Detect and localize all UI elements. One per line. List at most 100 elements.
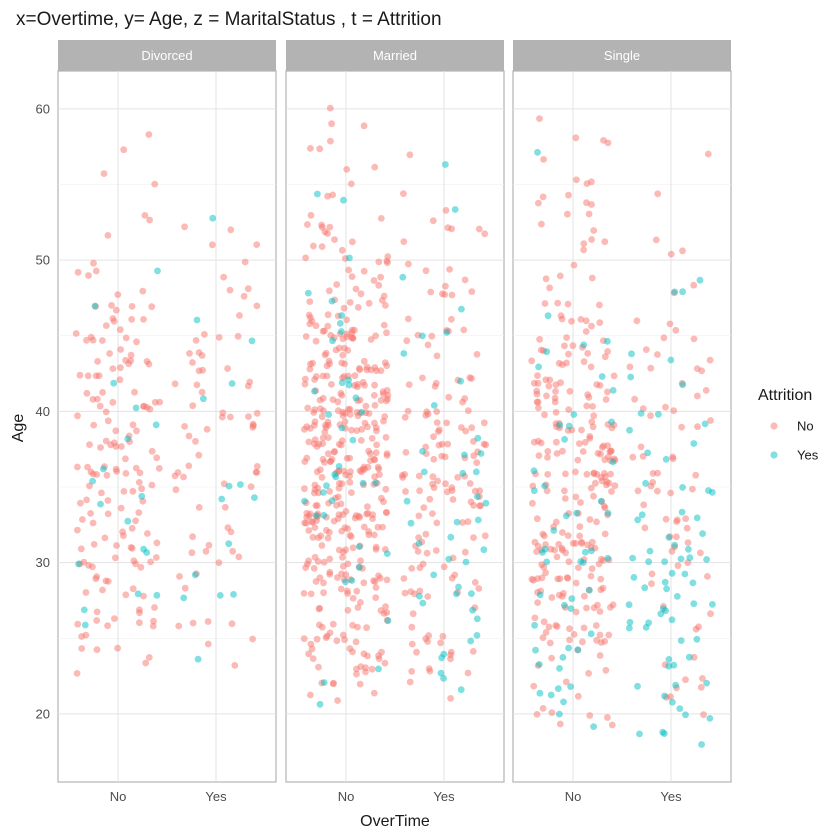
data-point-attrition-no [428,332,436,340]
data-point-attrition-no [572,468,579,476]
data-point-attrition-no [702,387,710,394]
data-point-attrition-no [461,548,469,556]
data-point-attrition-no [380,321,388,329]
data-point-attrition-no [654,487,661,495]
data-point-attrition-no [408,623,416,631]
data-point-attrition-no [85,272,92,279]
data-point-attrition-no [209,241,216,249]
data-point-attrition-no [325,434,332,441]
data-point-attrition-no [192,337,200,344]
data-point-attrition-no [305,650,312,658]
data-point-attrition-no [540,156,547,163]
data-point-attrition-no [565,406,573,413]
data-point-attrition-no [104,510,112,518]
data-point-attrition-yes [345,376,352,384]
data-point-attrition-no [342,508,350,515]
data-point-attrition-no [441,453,449,461]
data-point-attrition-no [444,440,452,448]
data-point-attrition-no [581,438,589,446]
data-point-attrition-no [145,654,153,661]
data-point-attrition-no [145,360,153,368]
data-point-attrition-no [528,357,536,365]
data-point-attrition-no [565,558,573,566]
data-point-attrition-no [189,359,196,366]
data-point-attrition-no [597,639,605,646]
data-point-attrition-no [580,240,588,248]
data-point-attrition-no [93,471,101,478]
data-point-attrition-no [303,454,311,462]
data-point-attrition-yes [642,624,650,631]
legend-key [770,422,778,430]
data-point-attrition-no [371,419,378,427]
data-point-attrition-no [148,303,156,311]
data-point-attrition-no [583,470,591,478]
data-point-attrition-no [235,553,243,561]
data-point-attrition-no [314,534,322,541]
data-point-attrition-no [192,437,199,445]
data-point-attrition-yes [352,394,360,402]
data-point-attrition-yes [91,302,99,310]
data-point-attrition-no [305,557,312,565]
data-point-attrition-yes [80,606,88,614]
data-point-attrition-yes [626,618,634,626]
data-point-attrition-no [83,496,90,504]
data-point-attrition-no [562,470,569,478]
data-point-attrition-yes [338,424,346,432]
data-point-attrition-no [122,455,129,463]
data-point-attrition-no [132,517,140,525]
data-point-attrition-no [366,450,374,458]
data-point-attrition-no [587,484,595,492]
data-point-attrition-no [477,502,484,509]
data-point-attrition-yes [560,698,567,706]
data-point-attrition-no [329,191,337,199]
data-point-attrition-no [679,247,686,255]
data-point-attrition-no [425,632,433,639]
data-point-attrition-no [312,373,320,380]
data-point-attrition-no [82,589,90,596]
data-point-attrition-no [98,489,105,497]
data-point-attrition-no [370,531,378,539]
data-point-attrition-no [464,669,472,677]
data-point-attrition-no [301,485,308,493]
data-point-attrition-no [572,608,580,616]
data-point-attrition-no [93,646,101,654]
data-point-attrition-no [592,479,599,487]
data-point-attrition-no [301,375,309,383]
data-point-attrition-no [328,120,335,128]
data-point-attrition-no [325,287,333,295]
chart-title: x=Overtime, y= Age, z = MaritalStatus , … [16,9,442,30]
data-point-attrition-no [405,260,412,268]
data-point-attrition-yes [645,558,652,566]
data-point-attrition-yes [348,577,356,584]
data-point-attrition-yes [124,435,132,443]
data-point-attrition-no [401,589,409,597]
data-point-attrition-no [544,448,552,455]
data-point-attrition-no [354,604,362,611]
data-point-attrition-yes [467,637,475,645]
data-point-attrition-no [439,290,446,298]
data-point-attrition-yes [539,548,546,556]
data-point-attrition-no [76,371,84,379]
data-point-attrition-no [375,258,383,266]
data-point-attrition-no [375,655,383,662]
data-point-attrition-yes [225,540,233,548]
data-point-attrition-no [340,304,348,312]
data-point-attrition-yes [420,468,428,476]
data-point-attrition-no [326,528,333,536]
data-point-attrition-no [120,488,128,495]
data-point-attrition-no [530,379,538,387]
data-point-attrition-no [566,636,573,644]
data-point-attrition-no [576,523,584,531]
data-point-attrition-no [382,603,389,611]
data-point-attrition-yes [679,288,686,296]
data-point-attrition-yes [480,546,488,554]
data-point-attrition-no [546,639,554,647]
data-point-attrition-no [559,447,566,455]
data-point-attrition-no [300,590,308,597]
data-point-attrition-no [112,554,119,562]
data-point-attrition-no [120,532,127,540]
data-point-attrition-no [530,438,538,446]
data-point-attrition-no [362,402,370,410]
data-point-attrition-no [424,593,432,600]
data-point-attrition-yes [328,497,336,505]
